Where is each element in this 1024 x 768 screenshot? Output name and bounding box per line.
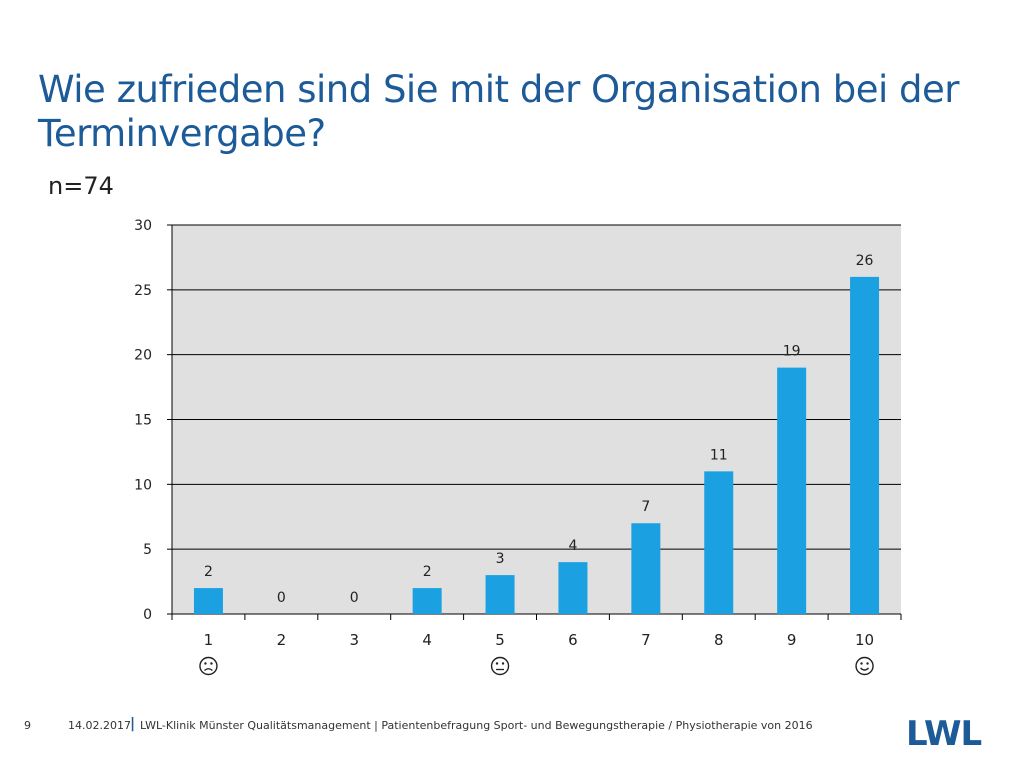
data-label: 3 [496,551,505,567]
data-label: 0 [277,590,286,606]
bar [850,276,880,614]
sad-face-icon [199,656,218,676]
x-tick-label: 4 [422,631,432,649]
x-tick-label: 9 [787,631,797,649]
bar [193,588,223,614]
x-tick-label: 8 [714,631,724,649]
x-tick-label: 10 [855,631,874,649]
x-tick-label: 3 [349,631,359,649]
x-tick-label: 2 [277,631,287,649]
slide-title-line-1: Wie zufrieden sind Sie mit der Organisat… [38,68,959,111]
bar [412,588,442,614]
footer-separator: | [130,716,136,732]
y-tick-label: 25 [134,283,152,299]
data-label: 0 [350,590,359,606]
y-tick-label: 5 [143,542,152,558]
slide-title: Wie zufrieden sind Sie mit der Organisat… [38,68,998,156]
y-tick-label: 10 [134,477,152,493]
footer-description: LWL-Klinik Münster Qualitätsmanagement |… [140,719,813,732]
bar [631,523,661,614]
page-number: 9 [24,719,31,732]
data-label: 11 [710,447,728,463]
happy-face-icon [855,656,874,676]
footer-date: 14.02.2017 [68,719,131,732]
data-label: 7 [641,499,650,515]
footer: 9 14.02.2017 | LWL-Klinik Münster Qualit… [0,712,1024,742]
y-tick-label: 0 [143,607,152,623]
y-tick-label: 30 [134,218,152,234]
data-label: 4 [568,538,577,554]
x-tick-label: 7 [641,631,651,649]
x-tick-label: 6 [568,631,578,649]
x-tick-label: 5 [495,631,505,649]
data-label: 2 [204,564,213,580]
data-label: 2 [423,564,432,580]
lwl-logo: LWL [906,714,982,754]
bar [485,575,515,614]
neutral-face-icon [490,656,510,676]
y-tick-label: 20 [134,348,152,364]
bar [704,471,734,614]
y-tick-label: 15 [134,413,152,429]
sample-size-label: n=74 [48,172,114,200]
bar [777,367,807,614]
data-label: 19 [783,344,801,360]
x-tick-label: 1 [204,631,214,649]
bar [558,562,588,614]
slide-title-line-2: Terminvergabe? [38,112,326,155]
data-label: 26 [856,253,874,269]
